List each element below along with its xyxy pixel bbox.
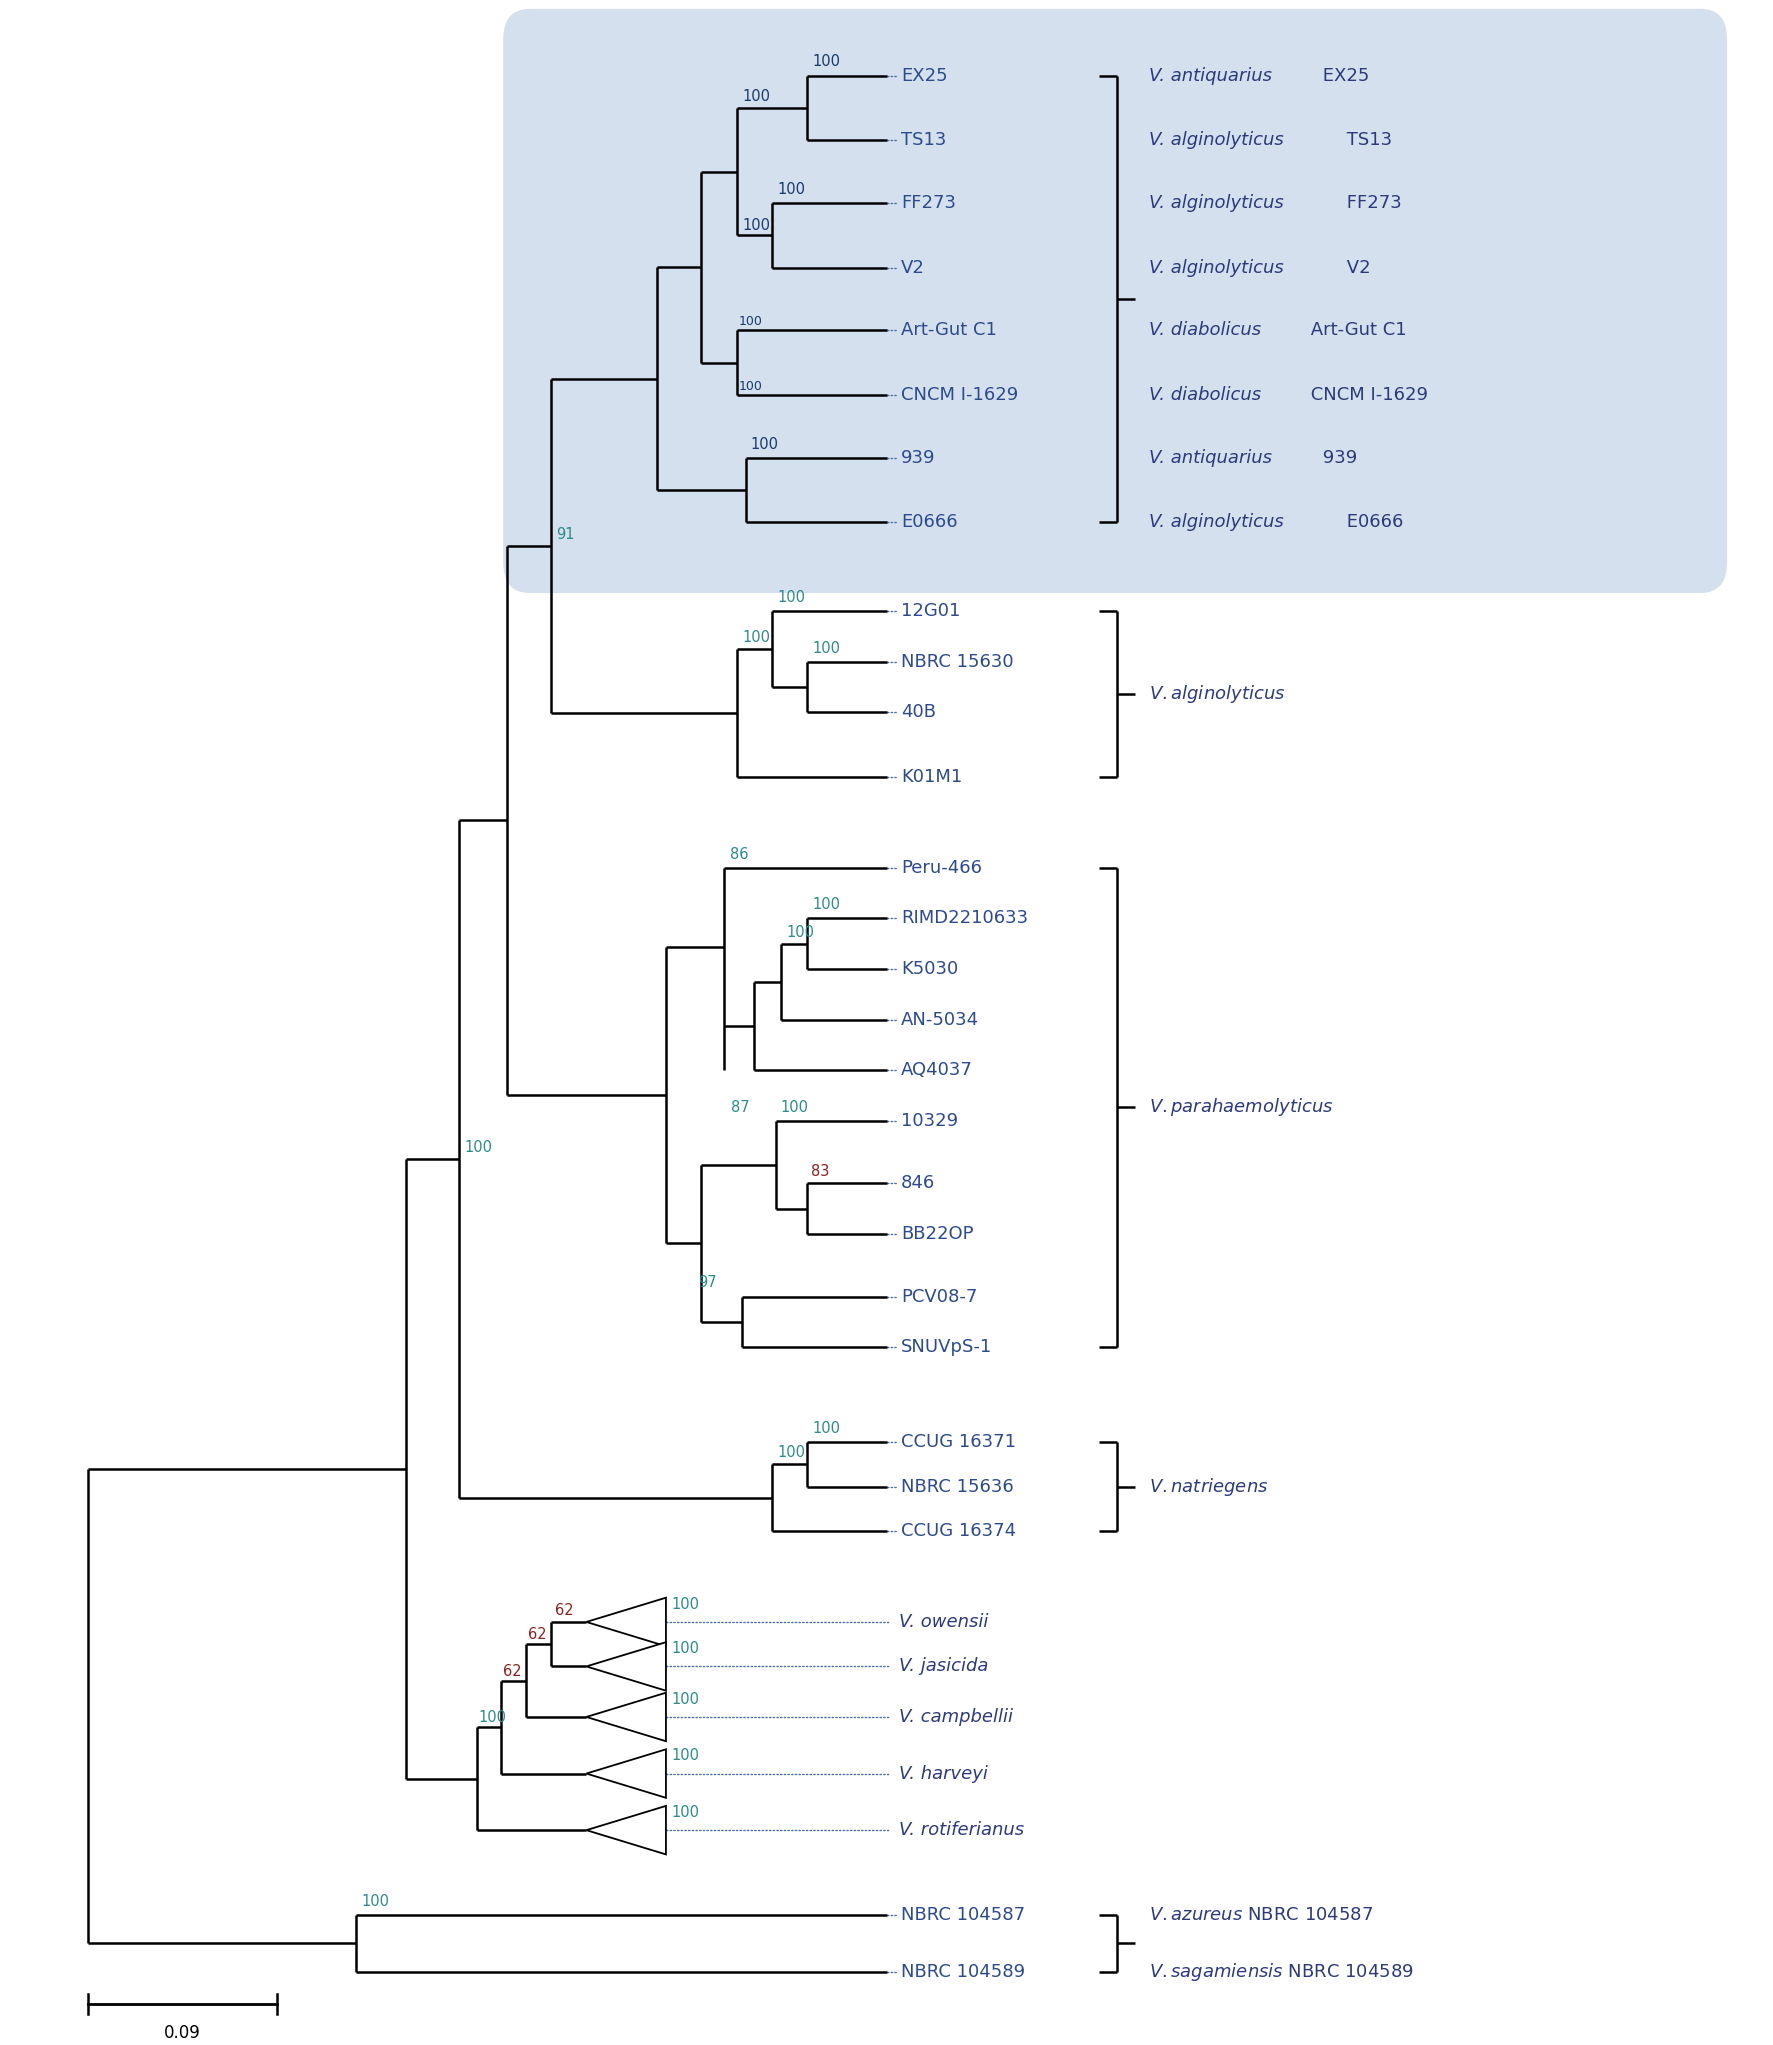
Text: CCUG 16371: CCUG 16371 (901, 1434, 1016, 1452)
Text: SNUVpS-1: SNUVpS-1 (901, 1337, 991, 1356)
Text: V2: V2 (901, 258, 924, 276)
Text: 100: 100 (741, 88, 769, 104)
Text: 12G01: 12G01 (901, 601, 959, 620)
Text: V. antiquarius: V. antiquarius (1149, 448, 1271, 466)
Text: EX25: EX25 (1316, 67, 1369, 84)
Text: 62: 62 (528, 1628, 546, 1642)
Text: 100: 100 (777, 591, 805, 605)
Text: 100: 100 (812, 1421, 840, 1436)
Text: V. alginolyticus: V. alginolyticus (1149, 258, 1282, 276)
Text: 846: 846 (901, 1174, 934, 1192)
Text: 100: 100 (741, 630, 769, 644)
Text: 100: 100 (812, 640, 840, 656)
Text: 100: 100 (777, 1446, 805, 1460)
Polygon shape (587, 1597, 665, 1646)
Text: $\it{V. sagamiensis}$ NBRC 104589: $\it{V. sagamiensis}$ NBRC 104589 (1149, 1961, 1413, 1984)
Text: V. alginolyticus: V. alginolyticus (1149, 194, 1282, 213)
Text: AQ4037: AQ4037 (901, 1061, 972, 1080)
Text: V. rotiferianus: V. rotiferianus (899, 1822, 1025, 1838)
Text: V. alginolyticus: V. alginolyticus (1149, 131, 1282, 149)
Text: E0666: E0666 (1340, 513, 1402, 532)
Text: 100: 100 (670, 1691, 699, 1708)
Text: 100: 100 (738, 380, 762, 393)
Text: 100: 100 (741, 219, 769, 233)
Text: 62: 62 (504, 1663, 521, 1679)
Text: 100: 100 (777, 182, 805, 196)
Text: RIMD2210633: RIMD2210633 (901, 910, 1028, 928)
Text: BB22OP: BB22OP (901, 1225, 973, 1243)
Text: K01M1: K01M1 (901, 769, 963, 785)
Text: Peru-466: Peru-466 (901, 859, 982, 877)
Text: V. alginolyticus: V. alginolyticus (1149, 513, 1282, 532)
Text: TS13: TS13 (901, 131, 947, 149)
Text: Art-Gut C1: Art-Gut C1 (901, 321, 996, 339)
Text: $\it{V. natriegens}$: $\it{V. natriegens}$ (1149, 1476, 1268, 1497)
Text: V. antiquarius: V. antiquarius (1149, 67, 1271, 84)
Polygon shape (587, 1642, 665, 1691)
Text: $\it{V. alginolyticus}$: $\it{V. alginolyticus}$ (1149, 683, 1284, 706)
Text: 0.09: 0.09 (163, 2025, 200, 2043)
Text: 100: 100 (362, 1894, 390, 1908)
Text: 97: 97 (697, 1276, 716, 1290)
Polygon shape (587, 1748, 665, 1798)
Text: 10329: 10329 (901, 1112, 957, 1129)
Text: NBRC 15630: NBRC 15630 (901, 652, 1012, 671)
Text: 100: 100 (780, 1100, 808, 1115)
Text: 100: 100 (812, 898, 840, 912)
Text: 100: 100 (750, 436, 778, 452)
Text: PCV08-7: PCV08-7 (901, 1288, 977, 1305)
Text: NBRC 104589: NBRC 104589 (901, 1963, 1025, 1982)
Text: FF273: FF273 (1340, 194, 1401, 213)
Polygon shape (587, 1693, 665, 1740)
Text: TS13: TS13 (1340, 131, 1392, 149)
Text: 100: 100 (670, 1597, 699, 1611)
Text: NBRC 104587: NBRC 104587 (901, 1906, 1025, 1924)
Text: 939: 939 (1316, 448, 1356, 466)
Text: CNCM I-1629: CNCM I-1629 (901, 387, 1018, 405)
Text: CNCM I-1629: CNCM I-1629 (1305, 387, 1427, 405)
Text: 86: 86 (729, 847, 748, 861)
Text: 100: 100 (670, 1806, 699, 1820)
Text: V. diabolicus: V. diabolicus (1149, 321, 1261, 339)
Text: 100: 100 (670, 1748, 699, 1763)
Text: 100: 100 (479, 1710, 507, 1726)
Text: $\it{V. azureus}$ NBRC 104587: $\it{V. azureus}$ NBRC 104587 (1149, 1906, 1372, 1924)
Text: V. owensii: V. owensii (899, 1614, 988, 1632)
Text: E0666: E0666 (901, 513, 957, 532)
Text: CCUG 16374: CCUG 16374 (901, 1521, 1016, 1540)
Text: FF273: FF273 (901, 194, 956, 213)
Text: 100: 100 (785, 924, 814, 941)
Text: 91: 91 (557, 528, 574, 542)
Text: EX25: EX25 (901, 67, 947, 84)
Text: V. diabolicus: V. diabolicus (1149, 387, 1261, 405)
Text: NBRC 15636: NBRC 15636 (901, 1479, 1014, 1495)
Text: V. campbellii: V. campbellii (899, 1708, 1012, 1726)
Text: 100: 100 (812, 55, 840, 70)
Text: 40B: 40B (901, 703, 936, 722)
Text: $\it{V. parahaemolyticus}$: $\it{V. parahaemolyticus}$ (1149, 1096, 1333, 1119)
Text: 87: 87 (730, 1100, 750, 1115)
Polygon shape (587, 1806, 665, 1855)
Text: 62: 62 (555, 1603, 573, 1618)
Text: 100: 100 (670, 1642, 699, 1656)
Text: AN-5034: AN-5034 (901, 1010, 979, 1029)
Text: V. jasicida: V. jasicida (899, 1656, 988, 1675)
Text: K5030: K5030 (901, 959, 957, 978)
Text: 83: 83 (810, 1164, 828, 1180)
Text: 939: 939 (901, 448, 934, 466)
FancyBboxPatch shape (504, 8, 1727, 593)
Text: 100: 100 (738, 315, 762, 329)
Text: Art-Gut C1: Art-Gut C1 (1305, 321, 1406, 339)
Text: 100: 100 (465, 1139, 493, 1155)
Text: V2: V2 (1340, 258, 1371, 276)
Text: V. harveyi: V. harveyi (899, 1765, 988, 1783)
